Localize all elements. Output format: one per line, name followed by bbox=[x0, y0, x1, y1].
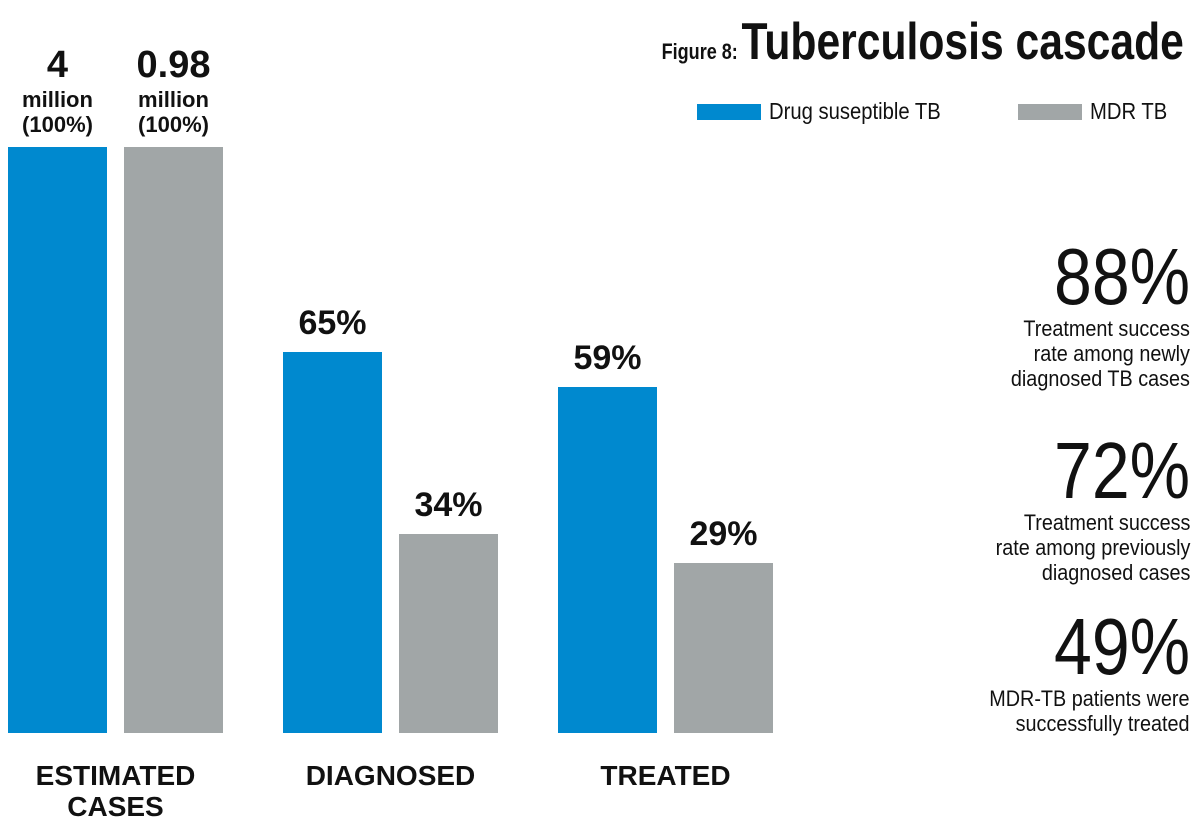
value-label: 65% bbox=[298, 304, 367, 343]
stat-number: 88% bbox=[1053, 232, 1190, 321]
stat-text: MDR-TB patients were successfully treate… bbox=[989, 686, 1190, 736]
value-label: 0.98 million (100%) bbox=[136, 44, 211, 137]
legend-swatch bbox=[1018, 103, 1083, 120]
stat-text: Treatment success rate among previously … bbox=[995, 510, 1190, 585]
title-block: Figure 8: Tuberculosis cascade bbox=[662, 12, 1184, 72]
legend: Drug suseptible TB MDR TB bbox=[643, 98, 1178, 125]
figure-label: Figure 8: bbox=[661, 39, 738, 64]
legend-item: Drug suseptible TB bbox=[697, 98, 964, 125]
bar bbox=[674, 563, 773, 733]
stat-number: 49% bbox=[1053, 602, 1190, 691]
category-label: DIAGNOSED bbox=[305, 760, 476, 791]
category-label: TREATED bbox=[600, 760, 731, 791]
category-label: ESTIMATED CASES bbox=[35, 760, 196, 822]
value-label: 29% bbox=[689, 515, 758, 554]
bar bbox=[8, 147, 107, 733]
legend-swatch bbox=[697, 103, 762, 120]
value-label: 34% bbox=[414, 485, 483, 524]
legend-label: MDR TB bbox=[1090, 98, 1168, 124]
value-label: 4 million (100%) bbox=[22, 44, 93, 137]
chart-title: Tuberculosis cascade bbox=[741, 13, 1184, 71]
stat-number: 72% bbox=[1053, 426, 1190, 515]
bar bbox=[399, 533, 498, 733]
legend-label: Drug suseptible TB bbox=[769, 98, 941, 124]
legend-item: MDR TB bbox=[1018, 98, 1178, 125]
bar bbox=[558, 387, 657, 733]
stat-text: Treatment success rate among newly diagn… bbox=[1010, 316, 1190, 391]
value-label: 59% bbox=[573, 339, 642, 378]
bar bbox=[283, 352, 382, 733]
bar bbox=[124, 147, 223, 733]
